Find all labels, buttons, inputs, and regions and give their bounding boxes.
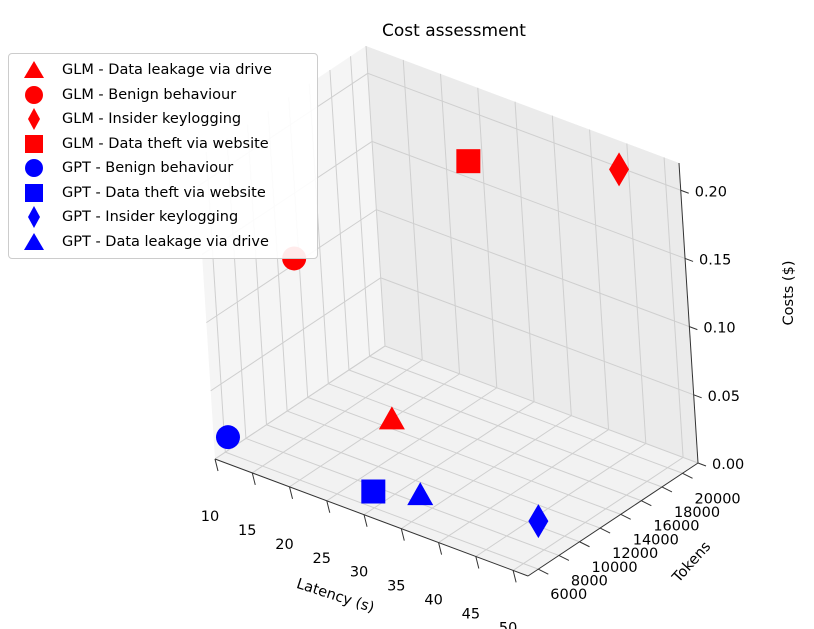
blue-diamond-marker-icon [28,206,40,229]
legend-item: GLM - Benign behaviour [19,83,317,108]
y-tick-mark [620,513,631,520]
legend-item: GLM - Data leakage via drive [19,58,317,83]
y-tick-mark [682,472,693,479]
y-axis-line [527,462,699,577]
z-axis-line [678,162,699,464]
y-tick-mark [641,500,652,507]
y-tick-label: 14000 [633,532,679,548]
legend-item: GLM - Insider keylogging [19,107,317,132]
blue-square-marker-icon [25,183,43,202]
x-tick-label: 10 [201,509,219,525]
z-tick-label: 0.05 [708,389,740,405]
x-tick-mark [289,486,294,499]
x-tick-mark [251,472,256,486]
blue-circle-point [215,425,240,450]
red-diamond-point [609,152,630,187]
y-tick-label: 20000 [695,491,741,507]
red-triangle-point [378,406,405,430]
red-square-marker-icon [25,134,43,153]
blue-circle-marker-icon [25,159,43,178]
legend-label: GPT - Data leakage via drive [62,233,269,250]
legend-item: GPT - Benign behaviour [19,156,317,181]
x-tick-mark [475,556,480,569]
legend-label: GLM - Benign behaviour [62,86,237,103]
legend-item: GLM - Data theft via website [19,132,317,157]
legend: GLM - Data leakage via drive GLM - Benig… [8,53,318,259]
legend-label: GPT - Data theft via website [62,184,266,201]
legend-label: GLM - Data theft via website [62,135,269,152]
legend-label: GLM - Insider keylogging [62,111,242,128]
x-axis-label: Latency (s) [294,576,376,616]
y-tick-label: 18000 [674,505,720,521]
x-tick-label: 20 [275,537,293,553]
x-tick-mark [326,500,331,513]
z-tick-label: 0.15 [699,252,731,268]
x-tick-label: 45 [462,607,480,623]
red-triangle-marker-icon [24,61,44,79]
x-tick-label: 30 [350,565,368,581]
y-tick-mark [599,527,611,534]
tick-labels: 10 15 20 25 30 35 40 45 50 6000800010000120001400… [201,184,745,629]
y-tick-label: 6000 [550,587,587,603]
legend-label: GPT - Insider keylogging [62,209,239,226]
red-square-point [456,149,481,174]
y-tick-mark [538,568,549,575]
z-tick-label: 0.00 [712,457,744,473]
x-tick-mark [214,458,219,472]
x-tick-mark [363,514,368,527]
z-tick-mark [684,257,694,262]
red-circle-marker-icon [25,85,43,104]
blue-triangle-point [407,482,434,506]
x-tick-label: 15 [238,523,256,539]
z-tick-mark [680,189,689,194]
blue-triangle-marker-icon [24,232,44,250]
x-tick-label: 25 [313,551,331,567]
z-tick-mark [697,462,707,467]
y-tick-mark [661,486,673,493]
legend-item: GPT - Data theft via website [19,181,317,206]
z-tick-mark [689,326,698,331]
y-tick-label: 16000 [653,519,699,535]
x-tick-label: 50 [499,620,517,629]
legend-label: GPT - Benign behaviour [62,160,234,177]
x-tick-mark [400,528,405,541]
chart-title: Cost assessment [382,21,526,41]
blue-square-point [361,479,386,504]
floor-pane [215,346,698,576]
z-gridline [214,345,699,464]
x-tick-label: 35 [387,579,405,595]
red-diamond-marker-icon [28,108,40,131]
y-tick-label: 10000 [592,560,638,576]
y-tick-mark [558,555,570,561]
x-tick-mark [438,542,443,555]
x-tick-label: 40 [424,593,442,609]
z-gridline [210,277,694,396]
y-tick-label: 8000 [571,573,608,589]
z-axis-label: Costs ($) [781,261,797,326]
z-tick-mark [693,394,702,399]
z-tick-label: 0.20 [695,184,727,200]
legend-item: GPT - Data leakage via drive [19,230,317,255]
x-tick-mark [512,570,517,583]
z-gridline [206,209,690,328]
legend-item: GPT - Insider keylogging [19,205,317,230]
z-tick-label: 0.10 [703,321,735,337]
y-tick-mark [579,541,590,548]
back-pane [366,46,698,463]
blue-diamond-point [528,504,549,539]
y-tick-label: 12000 [612,546,658,562]
legend-label: GLM - Data leakage via drive [62,62,272,79]
